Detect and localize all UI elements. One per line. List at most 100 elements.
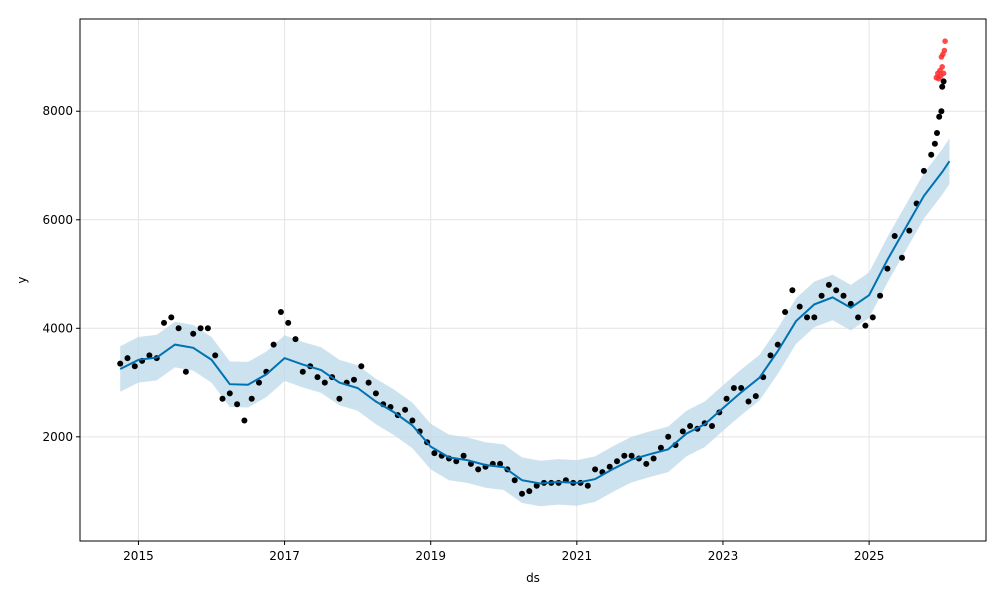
observed-point — [825, 281, 832, 288]
observed-point — [234, 401, 241, 408]
observed-point — [811, 314, 818, 321]
observed-point — [628, 452, 635, 459]
observed-point — [687, 423, 694, 429]
observed-point — [665, 433, 672, 440]
observed-point — [321, 379, 328, 386]
outlier-point — [940, 70, 947, 77]
observed-point — [840, 292, 847, 299]
observed-point — [497, 460, 504, 467]
observed-point — [182, 368, 189, 375]
observed-point — [767, 352, 774, 359]
observed-point — [248, 395, 255, 402]
observed-point — [131, 363, 138, 370]
x-tick-label: 2025 — [854, 549, 885, 563]
observed-point — [533, 482, 540, 489]
observed-point — [365, 379, 372, 386]
observed-point — [745, 398, 752, 405]
observed-point — [906, 227, 913, 234]
x-tick-label: 2023 — [708, 549, 739, 563]
plot-frame — [79, 18, 987, 542]
observed-point — [738, 385, 745, 391]
observed-point — [117, 360, 124, 367]
observed-point — [256, 379, 262, 386]
observed-point — [168, 314, 175, 321]
y-axis-label: y — [15, 276, 29, 283]
observed-point — [855, 314, 862, 321]
observed-point — [460, 452, 467, 459]
observed-point — [336, 395, 343, 402]
observed-point — [614, 458, 620, 465]
observed-point — [431, 450, 438, 457]
observed-point — [884, 265, 891, 272]
observed-point — [931, 140, 938, 147]
observed-point — [358, 363, 365, 370]
observed-point — [241, 417, 248, 424]
observed-point — [212, 352, 219, 359]
observed-point — [782, 309, 789, 315]
observed-point — [643, 460, 650, 467]
y-tick-label: 2000 — [42, 430, 73, 444]
observed-point — [526, 488, 533, 495]
observed-point — [877, 292, 884, 299]
observed-point — [584, 482, 591, 489]
observed-point — [920, 167, 927, 174]
observed-point — [402, 406, 409, 413]
observed-point — [939, 83, 946, 90]
observed-point — [899, 254, 905, 261]
observed-point — [372, 390, 379, 397]
observed-point — [936, 113, 943, 120]
observed-point — [146, 352, 153, 359]
x-axis-label: ds — [526, 571, 540, 585]
observed-point — [657, 444, 664, 451]
x-tick-label: 2017 — [269, 549, 300, 563]
observed-point — [351, 376, 357, 383]
observed-point — [934, 130, 940, 136]
observed-point — [940, 78, 947, 85]
observed-point — [752, 393, 759, 400]
observed-point — [592, 466, 599, 473]
observed-point — [409, 417, 416, 424]
observed-point — [679, 428, 686, 435]
observed-point — [219, 395, 226, 402]
observed-point — [862, 322, 869, 329]
observed-point — [833, 287, 840, 294]
observed-point — [511, 477, 518, 484]
x-tick-label: 2019 — [415, 549, 446, 563]
observed-point — [475, 466, 482, 473]
observed-point — [789, 287, 796, 294]
observed-point — [650, 455, 657, 462]
forecast-line — [119, 160, 951, 485]
observed-point — [606, 463, 613, 470]
observed-point — [774, 341, 781, 348]
outlier-point — [939, 64, 945, 70]
observed-point — [928, 151, 935, 158]
observed-point — [197, 325, 204, 332]
observed-point — [190, 330, 197, 337]
x-tick-label: 2021 — [562, 549, 593, 563]
outlier-points — [933, 38, 948, 82]
outlier-point — [941, 47, 948, 54]
y-tick-label: 8000 — [42, 104, 73, 118]
y-axis-ticks: 2000 4000 6000 8000 — [42, 104, 80, 444]
uncertainty-band — [120, 138, 950, 507]
observed-point — [621, 452, 628, 459]
observed-point — [270, 341, 277, 348]
observed-point — [804, 314, 810, 321]
x-axis-ticks: 2015 2017 2019 2021 2023 2025 — [123, 541, 884, 563]
observed-point — [314, 374, 321, 381]
observed-point — [847, 300, 854, 307]
outlier-point — [942, 38, 948, 44]
observed-point — [891, 233, 898, 239]
x-tick-label: 2015 — [123, 549, 154, 563]
observed-point — [796, 303, 803, 310]
observed-point — [204, 325, 211, 332]
observed-point — [175, 325, 182, 332]
y-tick-label: 6000 — [42, 213, 73, 227]
observed-point — [519, 490, 525, 497]
observed-point — [723, 395, 730, 402]
observed-point — [869, 314, 876, 321]
observed-point — [226, 390, 233, 397]
observed-point — [709, 423, 715, 429]
observed-point — [277, 309, 284, 315]
